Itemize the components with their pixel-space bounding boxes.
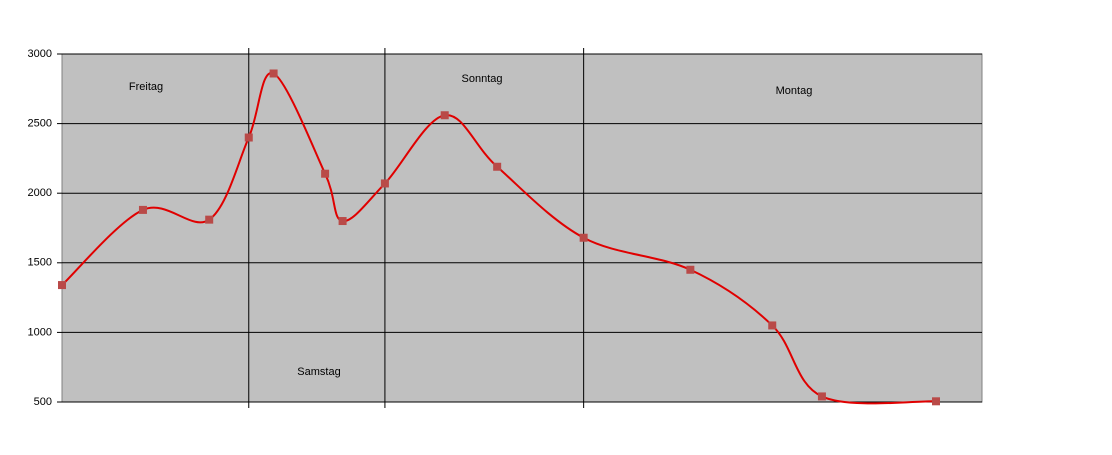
- point-marker: [269, 69, 278, 78]
- y-tick-label: 2500: [28, 118, 52, 130]
- point-marker: [932, 397, 940, 406]
- point-marker: [493, 162, 502, 171]
- point-marker: [205, 215, 214, 224]
- point-marker: [686, 265, 695, 274]
- point-marker: [768, 321, 777, 330]
- day-label: Sonntag: [462, 73, 503, 85]
- point-marker: [244, 133, 253, 142]
- point-marker: [817, 392, 826, 401]
- point-marker: [58, 281, 66, 290]
- y-tick-label: 500: [34, 396, 52, 408]
- point-marker: [440, 111, 449, 120]
- day-label: Montag: [776, 85, 813, 97]
- plot-area: [61, 53, 983, 403]
- series-line: [61, 72, 937, 405]
- point-marker: [579, 233, 588, 242]
- point-marker: [138, 205, 147, 214]
- day-label: Freitag: [129, 81, 163, 93]
- point-marker: [321, 169, 330, 178]
- y-tick-label: 2000: [28, 187, 52, 199]
- y-tick-label: 1000: [28, 326, 52, 338]
- y-tick-label: 3000: [28, 48, 52, 60]
- day-label: Samstag: [297, 366, 340, 378]
- point-marker: [338, 217, 347, 226]
- point-marker: [380, 179, 389, 188]
- y-tick-label: 1500: [28, 257, 52, 269]
